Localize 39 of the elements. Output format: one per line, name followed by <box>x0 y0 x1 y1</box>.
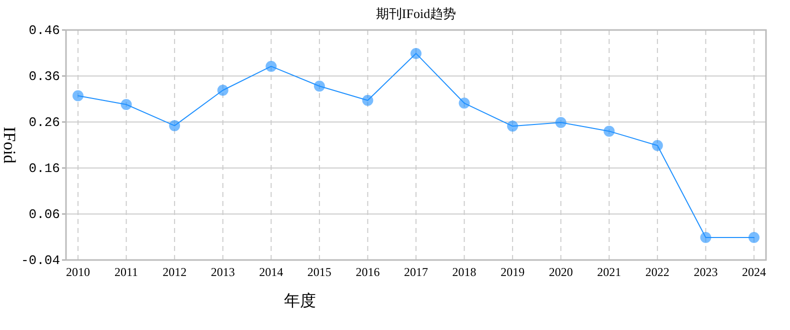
x-tick-label: 2023 <box>694 265 718 279</box>
point <box>169 120 180 132</box>
y-tick-label: 0.16 <box>28 161 60 176</box>
x-tick-label: 2013 <box>210 265 235 279</box>
x-tick-label: 2012 <box>162 265 187 279</box>
point <box>652 140 663 151</box>
point <box>604 126 615 137</box>
point <box>748 232 760 243</box>
x-tick-label: 2024 <box>742 265 766 279</box>
point <box>314 80 325 92</box>
x-tick-label: 2022 <box>645 265 670 279</box>
y-tick-label: 0.06 <box>28 207 60 222</box>
x-tick-label: 2017 <box>404 265 428 279</box>
x-tick-label: 2014 <box>259 265 284 279</box>
point <box>507 120 518 132</box>
point <box>700 232 712 243</box>
point <box>266 60 277 72</box>
y-tick-label: 0.36 <box>28 69 60 84</box>
y-axis-title: IFoid <box>0 126 19 164</box>
x-tick-label: 2018 <box>452 265 476 279</box>
x-tick-label: 2010 <box>66 265 90 279</box>
point <box>555 116 566 128</box>
x-tick-label: 2015 <box>307 265 332 279</box>
point <box>72 90 84 102</box>
chart-title: 期刊IFoid趋势 <box>376 6 456 21</box>
point <box>410 48 422 59</box>
x-tick-label: 2020 <box>548 265 573 279</box>
point <box>120 99 132 110</box>
point <box>362 94 374 106</box>
y-tick-label: 0.46 <box>28 23 60 38</box>
point <box>217 84 228 96</box>
y-tick-label: -0.04 <box>20 253 60 268</box>
x-tick-label: 2019 <box>500 265 525 279</box>
x-tick-label: 2021 <box>597 265 622 279</box>
x-axis-title: 年度 <box>284 292 316 310</box>
x-tick-label: 2016 <box>356 265 380 279</box>
x-tick-label: 2011 <box>114 265 138 279</box>
point <box>458 98 470 109</box>
y-tick-label: 0.26 <box>28 115 60 130</box>
